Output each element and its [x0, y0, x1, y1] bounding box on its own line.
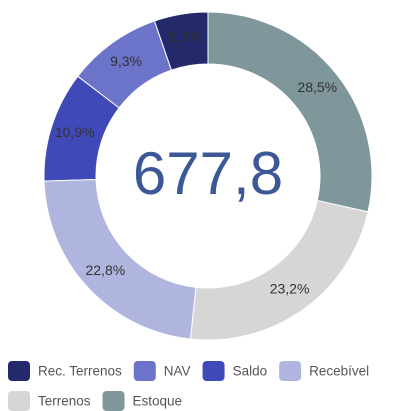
legend-label: Rec. Terrenos	[38, 364, 122, 379]
legend-label: Saldo	[233, 364, 268, 379]
legend-swatch	[279, 361, 302, 381]
slice-label: 5,3%	[169, 29, 201, 45]
slice	[189, 199, 369, 341]
slice-label: 22,8%	[85, 262, 125, 278]
slice-label: 23,2%	[270, 280, 310, 296]
legend-label: Estoque	[133, 394, 183, 409]
legend-swatch	[8, 361, 30, 381]
slice	[207, 11, 373, 213]
legend-swatch	[8, 391, 30, 411]
legend-swatch	[133, 361, 156, 381]
slice-label: 10,9%	[55, 124, 95, 140]
slice-label: 28,5%	[297, 79, 337, 95]
legend-swatch	[202, 361, 225, 381]
legend-label: Recebível	[309, 364, 369, 379]
slice-label: 9,3%	[110, 53, 142, 69]
legend-label: Terrenos	[38, 394, 91, 409]
center-total: 677,8	[133, 140, 283, 207]
legend-label: NAV	[164, 364, 191, 379]
legend-swatch	[102, 391, 125, 411]
